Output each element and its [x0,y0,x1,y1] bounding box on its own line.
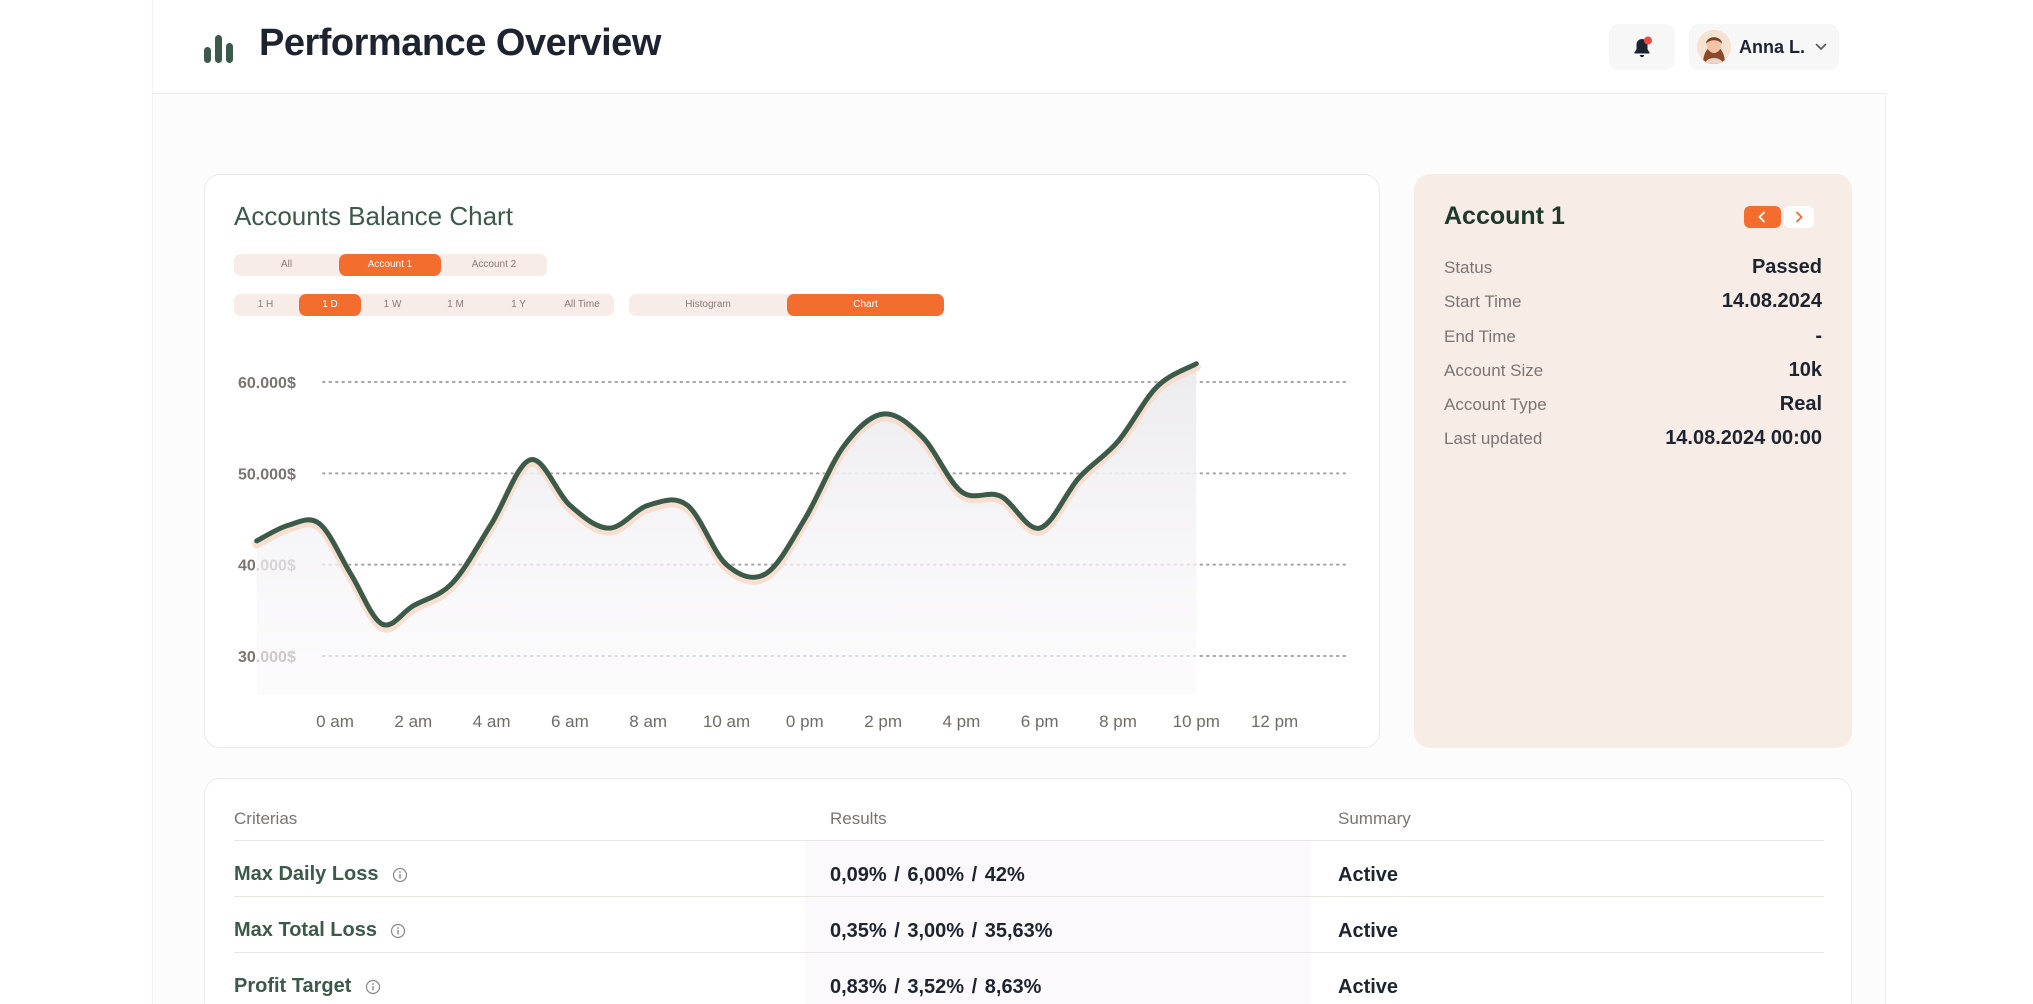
x-tick-label: 10 am [703,712,750,731]
app-shell: Performance Overview Anna L. [152,0,1887,1004]
next-account-button[interactable] [1784,206,1814,228]
bar-chart-logo-icon [204,35,233,63]
view-histogram[interactable]: Histogram [685,299,731,310]
criteria-summary: Active [1338,864,1399,886]
account-row-start-time: Start Time 14.08.2024 [1444,290,1822,314]
account-row-status: Status Passed [1444,256,1822,280]
account-details-card: Account 1 Status Passed Start Time 14.08… [1414,174,1852,748]
x-tick-label: 8 am [629,712,667,731]
account-row-type: Account Type Real [1444,393,1822,417]
time-range-filter: 1 H 1 D 1 W 1 M 1 Y All Time [234,294,614,316]
range-1d[interactable]: 1 D [299,294,361,316]
balance-line-chart: 60.000$50.000$40.000$30.000$0 am2 am4 am… [238,361,1346,731]
previous-account-button[interactable] [1744,206,1781,228]
range-1h[interactable]: 1 H [257,299,274,310]
row-value: 14.08.2024 [1721,290,1822,312]
criteria-result: 0,83% / 3,52% / 8,63% [830,976,1042,998]
criteria-result: 0,09% / 6,00% / 42% [830,864,1025,886]
bell-icon [1634,36,1652,58]
avatar [1697,30,1731,64]
divider [234,952,1824,953]
row-value: 14.08.2024 00:00 [1665,427,1822,449]
range-1m[interactable]: 1 M [447,299,464,310]
balance-chart-card: Accounts Balance Chart All Account 1 Acc… [204,174,1380,748]
page-title: Performance Overview [259,22,661,64]
account-filter: All Account 1 Account 2 [234,254,547,276]
column-header-results: Results [830,809,887,828]
criteria-summary: Active [1338,976,1399,998]
x-tick-label: 4 am [473,712,511,731]
row-value: - [1815,325,1822,347]
row-label: Status [1444,258,1493,277]
x-tick-label: 6 pm [1021,712,1059,731]
filter-account-1[interactable]: Account 1 [339,254,441,276]
row-value: Passed [1751,256,1822,278]
x-tick-label: 2 pm [864,712,902,731]
info-icon[interactable] [365,979,381,995]
criteria-table: Criterias Results Summary Max Daily Loss… [204,778,1852,1004]
row-label: Account Type [1444,395,1547,414]
notifications-button[interactable] [1609,24,1675,70]
filter-all[interactable]: All [280,259,293,270]
x-tick-label: 0 pm [786,712,824,731]
row-label: Last updated [1444,429,1543,448]
row-label: End Time [1444,327,1516,346]
row-value: 10k [1788,359,1822,381]
x-tick-label: 2 am [394,712,432,731]
account-title: Account 1 [1444,202,1565,230]
criteria-summary: Active [1338,920,1399,942]
chevron-right-icon [1796,211,1803,223]
view-chart[interactable]: Chart [787,294,944,316]
row-label: Start Time [1444,292,1522,311]
row-label: Account Size [1444,361,1544,380]
x-tick-label: 4 pm [943,712,981,731]
y-tick-label: 50.000$ [238,466,296,483]
account-row-size: Account Size 10k [1444,359,1822,383]
criteria-name: Max Daily Loss [234,863,379,885]
x-tick-label: 10 pm [1173,712,1220,731]
user-name: Anna L. [1739,37,1805,57]
account-row-last-updated: Last updated 14.08.2024 00:00 [1444,427,1822,451]
chart-title: Accounts Balance Chart [234,201,513,231]
x-tick-label: 6 am [551,712,589,731]
range-all-time[interactable]: All Time [564,299,600,310]
criteria-name: Profit Target [234,975,352,997]
divider [234,840,1824,841]
range-1w[interactable]: 1 W [383,299,402,310]
series-line[interactable] [254,361,1199,628]
criteria-name: Max Total Loss [234,919,377,941]
view-mode-toggle: Histogram Chart [629,294,944,316]
row-value: Real [1779,393,1822,415]
chevron-down-icon [1815,43,1827,51]
filter-account-2[interactable]: Account 2 [471,259,517,270]
info-icon[interactable] [392,867,408,883]
range-1y[interactable]: 1 Y [511,299,526,310]
series-area [256,363,1197,695]
y-tick-label: 60.000$ [238,375,296,392]
header: Performance Overview Anna L. [153,0,1887,94]
user-menu-button[interactable]: Anna L. [1689,24,1839,70]
results-column-bg [805,841,1310,1004]
criteria-result: 0,35% / 3,00% / 35,63% [830,920,1053,942]
column-header-criterias: Criterias [234,809,298,828]
info-icon[interactable] [390,923,406,939]
chevron-left-icon [1758,211,1765,223]
x-tick-label: 0 am [316,712,354,731]
divider [234,896,1824,897]
x-tick-label: 12 pm [1251,712,1298,731]
column-header-summary: Summary [1338,809,1411,828]
account-row-end-time: End Time - [1444,325,1822,349]
x-tick-label: 8 pm [1099,712,1137,731]
